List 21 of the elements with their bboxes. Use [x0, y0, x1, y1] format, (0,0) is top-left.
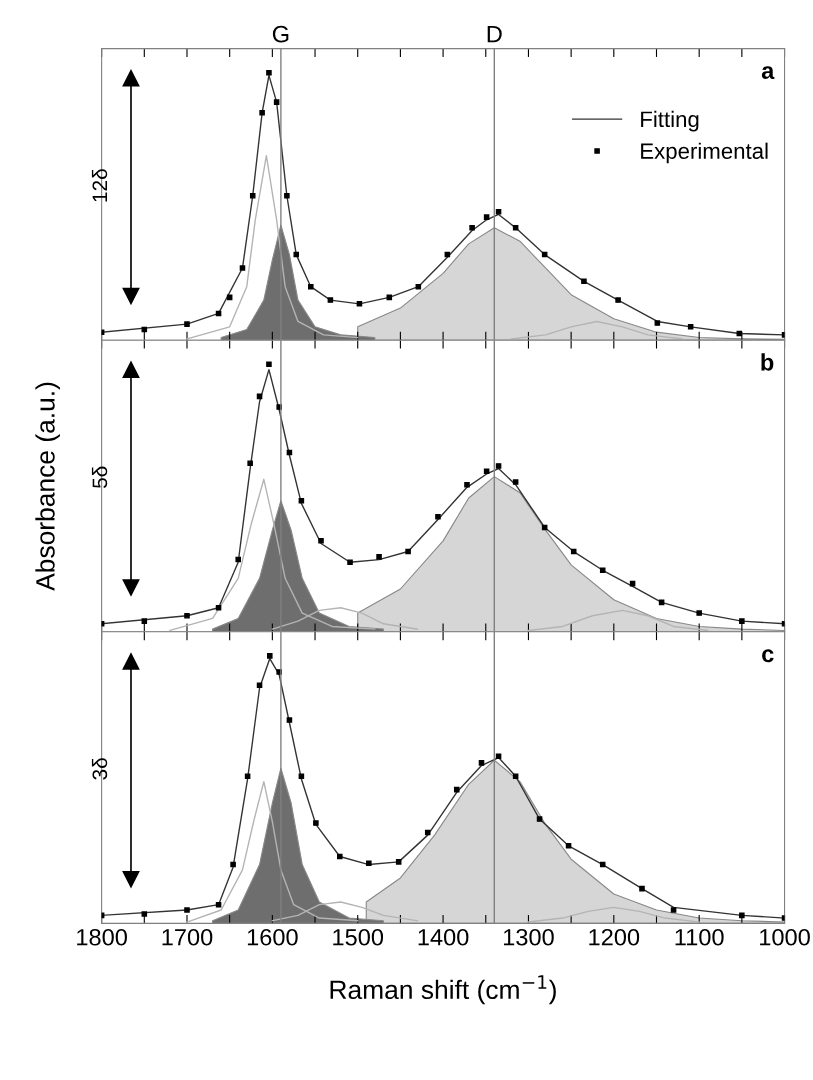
ref-line-label: G: [272, 25, 289, 43]
annotation: b: [761, 353, 774, 371]
annotation: 5δ: [91, 466, 108, 489]
x-tick-label: 1700: [162, 928, 213, 946]
x-tick-label: 1300: [503, 928, 554, 946]
annotation: a: [761, 66, 775, 80]
x-tick-label: 1400: [418, 928, 469, 946]
x-tick-label: 1200: [589, 928, 640, 946]
x-tick-label: 1500: [333, 928, 384, 946]
ref-line-label: D: [487, 26, 502, 43]
x-axis-title: Raman shift (cm$^{−1}$): [330, 975, 556, 1005]
x-tick-label: 1800: [77, 928, 127, 946]
x-tick-label: 1100: [675, 928, 724, 946]
x-tick-label: 1600: [247, 928, 298, 946]
legend-label: Fitting: [641, 110, 699, 132]
x-tick-label: 1000: [760, 928, 810, 946]
annotation: c: [762, 649, 774, 663]
legend-label: Experimental: [641, 142, 768, 164]
annotation: 3δ: [91, 758, 108, 780]
y-axis-title: Absorbance (a.u.): [35, 382, 60, 591]
annotation: 12δ: [91, 169, 108, 202]
